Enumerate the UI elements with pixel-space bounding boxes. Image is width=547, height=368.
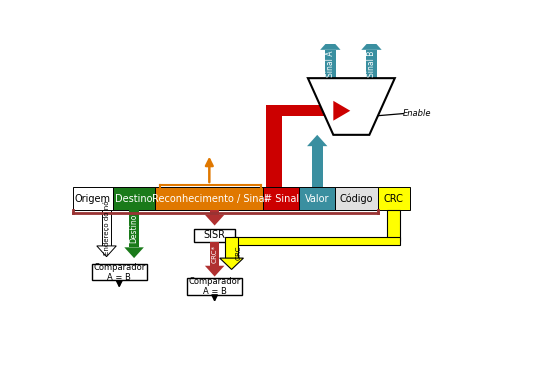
FancyBboxPatch shape: [264, 187, 299, 210]
Text: Destino: Destino: [130, 214, 138, 243]
Polygon shape: [124, 247, 144, 258]
FancyBboxPatch shape: [155, 187, 264, 210]
Text: Código: Código: [340, 193, 374, 204]
Polygon shape: [220, 258, 243, 269]
Text: Destino: Destino: [115, 194, 153, 204]
FancyBboxPatch shape: [387, 210, 400, 241]
Polygon shape: [307, 135, 328, 146]
Text: Endereço do nó: Endereço do nó: [103, 201, 110, 255]
Text: # Sinal: # Sinal: [264, 194, 299, 204]
FancyBboxPatch shape: [299, 187, 335, 210]
Text: CRC: CRC: [384, 194, 404, 204]
FancyBboxPatch shape: [312, 146, 323, 187]
FancyBboxPatch shape: [73, 187, 113, 210]
FancyBboxPatch shape: [130, 210, 139, 247]
FancyBboxPatch shape: [92, 264, 147, 280]
FancyBboxPatch shape: [195, 229, 235, 242]
Polygon shape: [308, 78, 395, 135]
Text: SISR: SISR: [203, 230, 225, 240]
FancyBboxPatch shape: [187, 278, 242, 295]
Text: CRC: CRC: [236, 245, 242, 260]
Polygon shape: [320, 39, 341, 50]
Text: Reconhecimento / Sinal: Reconhecimento / Sinal: [152, 194, 267, 204]
Text: Sinal A: Sinal A: [326, 51, 335, 77]
FancyBboxPatch shape: [102, 210, 111, 246]
FancyBboxPatch shape: [335, 187, 378, 210]
FancyBboxPatch shape: [210, 242, 219, 266]
Polygon shape: [333, 101, 350, 121]
Polygon shape: [97, 246, 117, 257]
Text: Valor: Valor: [305, 194, 330, 204]
Polygon shape: [205, 266, 224, 276]
FancyBboxPatch shape: [113, 187, 155, 210]
Text: Sinal B: Sinal B: [367, 51, 376, 77]
Polygon shape: [205, 215, 224, 226]
Text: Enable: Enable: [403, 109, 432, 118]
Text: Origem: Origem: [75, 194, 110, 204]
FancyBboxPatch shape: [265, 111, 282, 187]
FancyBboxPatch shape: [325, 50, 336, 78]
FancyBboxPatch shape: [210, 210, 219, 215]
FancyBboxPatch shape: [231, 237, 400, 245]
Text: CRC*: CRC*: [212, 245, 218, 263]
Text: Comparador
A = B: Comparador A = B: [189, 277, 241, 296]
FancyBboxPatch shape: [378, 187, 410, 210]
Polygon shape: [362, 39, 382, 50]
FancyBboxPatch shape: [366, 50, 377, 78]
Text: Comparador
A = B: Comparador A = B: [93, 262, 146, 282]
FancyBboxPatch shape: [265, 105, 333, 116]
FancyBboxPatch shape: [225, 237, 238, 258]
